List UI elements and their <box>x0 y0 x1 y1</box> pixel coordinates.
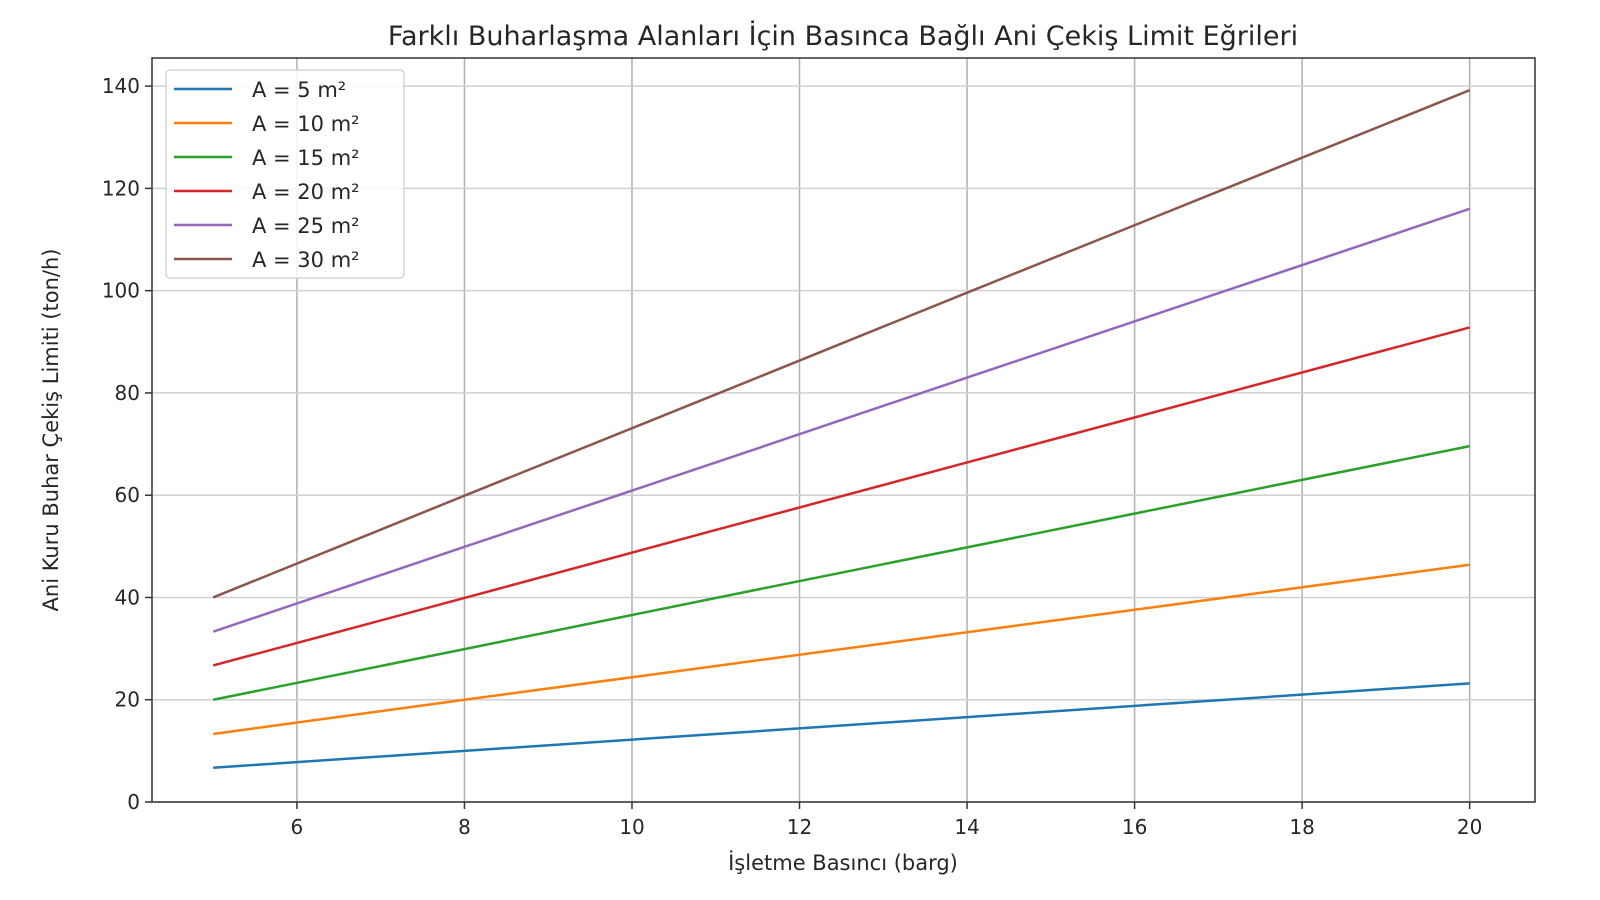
y-tick-label: 60 <box>115 483 140 507</box>
legend-label: A = 15 m² <box>252 146 360 170</box>
chart-title: Farklı Buharlaşma Alanları İçin Basınca … <box>388 20 1298 52</box>
plot-frame <box>151 57 1536 803</box>
legend-label: A = 25 m² <box>252 214 360 238</box>
legend-label: A = 20 m² <box>252 180 360 204</box>
y-tick-label: 20 <box>115 688 140 712</box>
series-line <box>212 207 1471 633</box>
x-tick-label: 16 <box>1122 815 1147 839</box>
legend-label: A = 5 m² <box>252 78 346 102</box>
series-line <box>212 444 1470 701</box>
y-tick-label: 0 <box>127 790 140 814</box>
y-tick-label: 140 <box>102 74 140 98</box>
x-tick-label: 10 <box>619 815 644 839</box>
x-tick-label: 14 <box>954 815 979 839</box>
x-tick-label: 6 <box>291 815 304 839</box>
x-tick-label: 8 <box>458 815 471 839</box>
legend-label: A = 30 m² <box>252 248 360 272</box>
y-axis-label: Ani Kuru Buhar Çekiş Limiti (ton/h) <box>39 249 63 612</box>
y-tick-label: 40 <box>115 585 140 609</box>
series-line <box>212 563 1470 736</box>
series-line <box>212 89 1471 599</box>
y-tick-label: 80 <box>115 381 140 405</box>
legend: A = 5 m² A = 10 m² A = 15 m² A = 20 m² A = 2… <box>165 69 405 279</box>
legend-label: A = 10 m² <box>252 112 360 136</box>
series-line <box>213 682 1470 769</box>
y-tick-label: 120 <box>102 176 140 200</box>
x-tick-label: 18 <box>1289 815 1314 839</box>
series-line <box>212 326 1470 667</box>
x-tick-label: 12 <box>787 815 812 839</box>
x-tick-label: 20 <box>1457 815 1482 839</box>
y-tick-label: 100 <box>102 279 140 303</box>
x-axis-label: İşletme Basıncı (barg) <box>728 850 958 875</box>
